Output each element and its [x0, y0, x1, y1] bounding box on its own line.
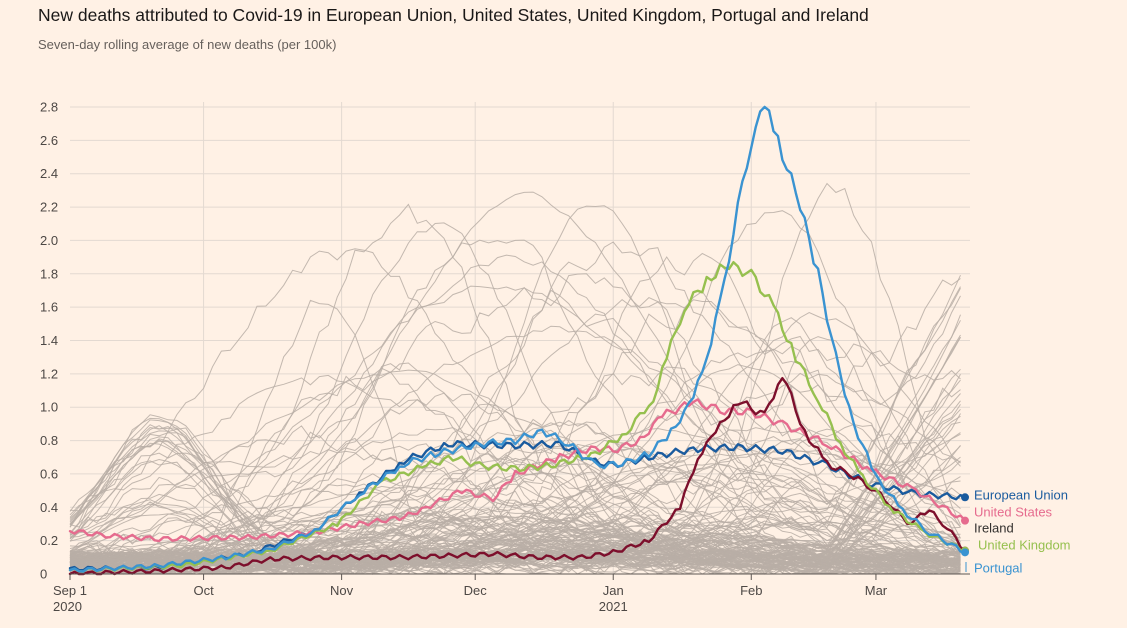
x-tick-year-label: 2021 — [599, 599, 628, 614]
series-line-united-states — [68, 398, 967, 543]
chart-subtitle: Seven-day rolling average of new deaths … — [38, 37, 337, 52]
y-tick-label: 0 — [40, 567, 47, 582]
y-tick-label: 1.0 — [40, 400, 58, 415]
background-country-line — [69, 448, 961, 567]
y-tick-label: 1.2 — [40, 366, 58, 381]
x-tick-label: Oct — [193, 583, 214, 598]
series-end-dot-european-union — [961, 493, 969, 502]
series-label-united-kingdom: United Kingdom — [978, 538, 1071, 553]
y-tick-label: 2.0 — [40, 233, 58, 248]
axes: 0 0.2 0.4 0.6 0.8 1.0 1.2 1.4 1.6 1.8 2.0 2.2 2.4 2.6… — [40, 100, 970, 614]
series-label-portugal: Portugal — [974, 561, 1023, 576]
background-country-line — [69, 334, 961, 574]
x-tick-label: Jan — [603, 583, 624, 598]
x-tick-year-label: 2020 — [53, 599, 82, 614]
y-tick-label: 1.6 — [40, 300, 58, 315]
series-end-dot-united-states — [961, 516, 969, 525]
background-country-line — [69, 530, 961, 563]
background-country-line — [69, 426, 961, 566]
x-tick-label: Mar — [865, 583, 888, 598]
background-country-line — [69, 286, 961, 565]
chart-title: New deaths attributed to Covid-19 in Eur… — [38, 5, 869, 25]
series-line-ireland — [68, 377, 967, 576]
background-country-line — [69, 424, 961, 575]
background-country-line — [69, 514, 961, 568]
x-tick-label: Sep 1 — [53, 583, 87, 598]
x-tick-label: Nov — [330, 583, 354, 598]
series-line-portugal — [68, 105, 967, 573]
background-country-line — [69, 325, 961, 557]
background-country-line — [69, 417, 961, 561]
x-tick-label: Dec — [464, 583, 488, 598]
y-tick-label: 1.4 — [40, 333, 58, 348]
y-tick-label: 2.6 — [40, 133, 58, 148]
series-end-dot-portugal — [961, 548, 969, 557]
y-tick-label: 2.4 — [40, 166, 58, 181]
y-tick-label: 2.2 — [40, 200, 58, 215]
background-country-line — [69, 529, 961, 563]
y-tick-label: 0.2 — [40, 533, 58, 548]
background-country-line — [69, 404, 961, 561]
series-label-united-states: United States — [974, 505, 1053, 520]
x-tick-label: Feb — [740, 583, 762, 598]
grid-layer — [70, 102, 970, 574]
series-label-european-union: European Union — [974, 488, 1068, 503]
background-country-line — [69, 248, 961, 572]
y-tick-label: 0.8 — [40, 433, 58, 448]
y-tick-label: 0.4 — [40, 500, 58, 515]
background-country-line — [69, 440, 961, 560]
y-tick-label: 2.8 — [40, 100, 58, 115]
highlighted-series — [68, 105, 969, 576]
y-tick-label: 0.6 — [40, 466, 58, 481]
background-country-line — [69, 529, 961, 568]
background-country-line — [69, 285, 961, 553]
y-tick-label: 1.8 — [40, 266, 58, 281]
series-label-ireland: Ireland — [974, 521, 1014, 536]
